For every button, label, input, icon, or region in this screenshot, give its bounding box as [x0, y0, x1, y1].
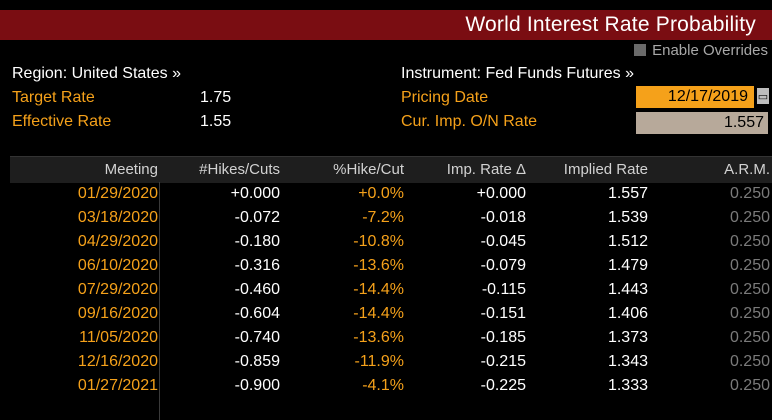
- hikes-cuts-cell: -0.604: [234, 305, 280, 322]
- col-header-implied-rate[interactable]: Implied Rate: [563, 161, 648, 178]
- table-row[interactable]: 01/29/2020 +0.000 +0.0% +0.000 1.557 0.250: [10, 183, 772, 207]
- table-row[interactable]: 07/29/2020 -0.460 -14.4% -0.115 1.443 0.250: [10, 279, 772, 303]
- arm-cell: 0.250: [729, 233, 770, 250]
- rate-probability-table: Meeting #Hikes/Cuts %Hike/Cut Imp. Rate …: [10, 156, 772, 399]
- imp-rate-field[interactable]: 1.557: [636, 112, 768, 134]
- col-header-arm[interactable]: A.R.M.: [724, 161, 770, 178]
- implied-rate-cell: 1.333: [607, 377, 648, 394]
- imp-rate-delta-cell: -0.215: [480, 353, 526, 370]
- pct-hike-cut-cell: -13.6%: [353, 329, 404, 346]
- pct-hike-cut-cell: -13.6%: [353, 257, 404, 274]
- hikes-cuts-cell: -0.072: [234, 209, 280, 226]
- hikes-cuts-cell: +0.000: [230, 185, 280, 202]
- hikes-cuts-cell: -0.859: [234, 353, 280, 370]
- calendar-icon[interactable]: ▭: [757, 88, 769, 104]
- table-header: Meeting #Hikes/Cuts %Hike/Cut Imp. Rate …: [10, 156, 772, 183]
- target-rate-value: 1.75: [200, 89, 232, 106]
- meeting-cell: 03/18/2020: [77, 209, 158, 226]
- enable-overrides-label: Enable Overrides: [652, 41, 768, 59]
- effective-rate-value: 1.55: [200, 113, 232, 130]
- table-row[interactable]: 03/18/2020 -0.072 -7.2% -0.018 1.539 0.250: [10, 207, 772, 231]
- meeting-cell: 12/16/2020: [77, 353, 158, 370]
- pct-hike-cut-cell: -7.2%: [362, 209, 404, 226]
- implied-rate-cell: 1.557: [607, 185, 648, 202]
- title-bar: World Interest Rate Probability: [0, 10, 772, 40]
- implied-rate-cell: 1.539: [607, 209, 648, 226]
- meeting-cell: 01/29/2020: [77, 185, 158, 202]
- meeting-cell: 11/05/2020: [79, 329, 158, 346]
- hikes-cuts-cell: -0.460: [234, 281, 280, 298]
- hikes-cuts-cell: -0.740: [234, 329, 280, 346]
- col-header-imp-rate-delta[interactable]: Imp. Rate Δ: [446, 161, 526, 178]
- meeting-cell: 06/10/2020: [77, 257, 158, 274]
- page-title: World Interest Rate Probability: [465, 13, 756, 36]
- hikes-cuts-cell: -0.900: [234, 377, 280, 394]
- column-divider: [159, 182, 160, 420]
- col-header-meeting[interactable]: Meeting: [104, 161, 158, 178]
- effective-rate-label: Effective Rate: [12, 113, 112, 130]
- imp-rate-label: Cur. Imp. O/N Rate: [401, 113, 538, 130]
- imp-rate-delta-cell: -0.115: [481, 281, 526, 298]
- table-row[interactable]: 11/05/2020 -0.740 -13.6% -0.185 1.373 0.250: [10, 327, 772, 351]
- pct-hike-cut-cell: -4.1%: [362, 377, 404, 394]
- implied-rate-cell: 1.479: [607, 257, 648, 274]
- meeting-cell: 04/29/2020: [77, 233, 158, 250]
- checkbox-icon[interactable]: [634, 44, 647, 56]
- implied-rate-cell: 1.406: [607, 305, 648, 322]
- pricing-date-field[interactable]: 12/17/2019: [636, 86, 754, 108]
- pct-hike-cut-cell: -14.4%: [353, 305, 404, 322]
- implied-rate-cell: 1.343: [607, 353, 648, 370]
- pct-hike-cut-cell: +0.0%: [358, 185, 404, 202]
- meeting-cell: 07/29/2020: [77, 281, 158, 298]
- imp-rate-delta-cell: -0.045: [480, 233, 526, 250]
- implied-rate-cell: 1.512: [607, 233, 648, 250]
- pct-hike-cut-cell: -14.4%: [353, 281, 404, 298]
- hikes-cuts-cell: -0.316: [234, 257, 280, 274]
- arm-cell: 0.250: [729, 329, 770, 346]
- col-header-pct-hike-cut[interactable]: %Hike/Cut: [333, 161, 404, 178]
- enable-overrides-toggle[interactable]: Enable Overrides: [634, 41, 768, 59]
- imp-rate-delta-cell: -0.018: [480, 209, 526, 226]
- table-row[interactable]: 09/16/2020 -0.604 -14.4% -0.151 1.406 0.250: [10, 303, 772, 327]
- table-row[interactable]: 01/27/2021 -0.900 -4.1% -0.225 1.333 0.250: [10, 375, 772, 399]
- arm-cell: 0.250: [729, 185, 770, 202]
- implied-rate-cell: 1.373: [607, 329, 648, 346]
- imp-rate-delta-cell: -0.185: [480, 329, 526, 346]
- arm-cell: 0.250: [729, 257, 770, 274]
- imp-rate-delta-cell: +0.000: [476, 185, 526, 202]
- table-row[interactable]: 04/29/2020 -0.180 -10.8% -0.045 1.512 0.250: [10, 231, 772, 255]
- table-body: 01/29/2020 +0.000 +0.0% +0.000 1.557 0.250 03/…: [10, 183, 772, 399]
- table-row[interactable]: 06/10/2020 -0.316 -13.6% -0.079 1.479 0.250: [10, 255, 772, 279]
- col-header-hikes-cuts[interactable]: #Hikes/Cuts: [199, 161, 280, 178]
- arm-cell: 0.250: [729, 281, 770, 298]
- region-selector[interactable]: Region: United States »: [12, 65, 181, 82]
- imp-rate-delta-cell: -0.079: [480, 257, 526, 274]
- pct-hike-cut-cell: -10.8%: [353, 233, 404, 250]
- imp-rate-delta-cell: -0.225: [480, 377, 526, 394]
- pct-hike-cut-cell: -11.9%: [354, 353, 404, 370]
- arm-cell: 0.250: [729, 353, 770, 370]
- arm-cell: 0.250: [729, 209, 770, 226]
- target-rate-label: Target Rate: [12, 89, 95, 106]
- arm-cell: 0.250: [729, 377, 770, 394]
- pricing-date-label: Pricing Date: [401, 89, 489, 106]
- table-row[interactable]: 12/16/2020 -0.859 -11.9% -0.215 1.343 0.250: [10, 351, 772, 375]
- arm-cell: 0.250: [729, 305, 770, 322]
- imp-rate-delta-cell: -0.151: [480, 305, 526, 322]
- hikes-cuts-cell: -0.180: [234, 233, 280, 250]
- implied-rate-cell: 1.443: [607, 281, 648, 298]
- instrument-selector[interactable]: Instrument: Fed Funds Futures »: [401, 65, 634, 82]
- meeting-cell: 09/16/2020: [77, 305, 158, 322]
- meeting-cell: 01/27/2021: [77, 377, 158, 394]
